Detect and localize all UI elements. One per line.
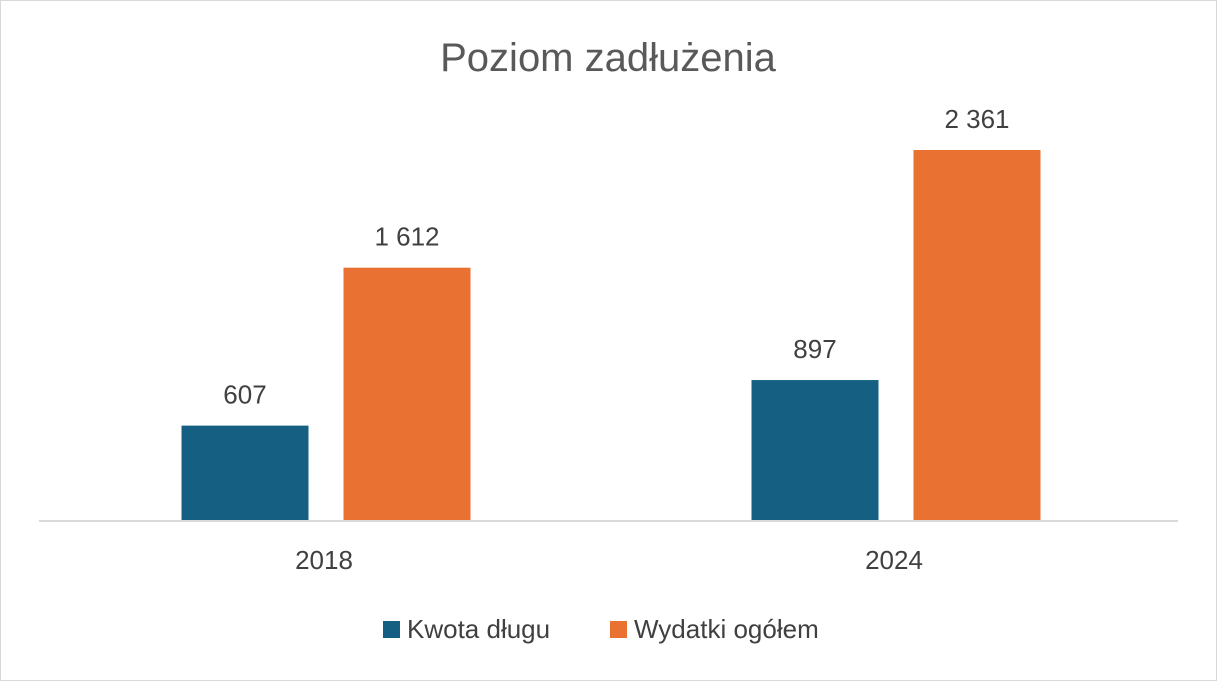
data-label-wydatki-ogolem-2018: 1 612	[374, 222, 439, 252]
legend: Kwota długu Wydatki ogółem	[383, 614, 819, 644]
bar-kwota-dlugu-2024	[751, 380, 879, 521]
data-label-kwota-dlugu-2024: 897	[793, 334, 836, 364]
bars-layer	[181, 150, 1041, 521]
x-axis-ticks: 2018 2024	[295, 545, 923, 575]
legend-label-wydatki-ogolem: Wydatki ogółem	[634, 614, 819, 644]
bar-wydatki-ogolem-2018	[343, 267, 471, 521]
x-tick-label-2024: 2024	[865, 545, 923, 575]
data-label-kwota-dlugu-2018: 607	[223, 380, 266, 410]
legend-label-kwota-dlugu: Kwota długu	[407, 614, 550, 644]
chart-title: Poziom zadłużenia	[440, 36, 776, 80]
legend-swatch-kwota-dlugu	[383, 621, 400, 638]
data-labels-layer: 607 897 1 612 2 361	[223, 104, 1009, 410]
x-tick-label-2018: 2018	[295, 545, 353, 575]
bar-kwota-dlugu-2018	[181, 425, 309, 521]
data-label-wydatki-ogolem-2024: 2 361	[944, 104, 1009, 134]
legend-swatch-wydatki-ogolem	[610, 621, 627, 638]
bar-wydatki-ogolem-2024	[913, 150, 1041, 521]
